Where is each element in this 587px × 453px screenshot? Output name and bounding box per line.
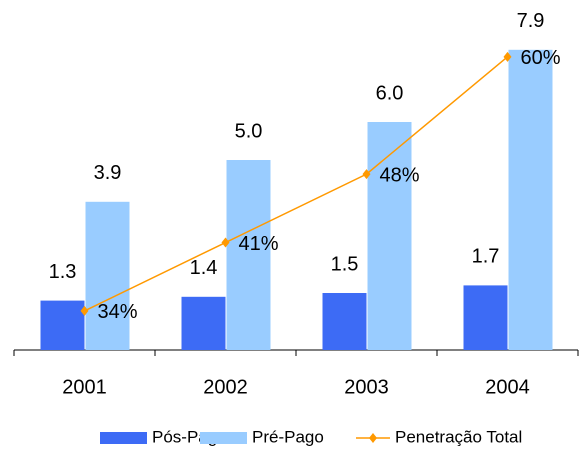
- bar: [367, 122, 412, 350]
- line-value-label: 41%: [239, 233, 279, 255]
- legend-label: Pré-Pago: [252, 427, 324, 446]
- bar-value-label: 1.7: [472, 246, 500, 268]
- bar-value-label: 1.4: [190, 257, 218, 279]
- line-value-label: 48%: [380, 164, 420, 186]
- bar: [463, 285, 508, 350]
- legend-label: Penetração Total: [395, 427, 522, 446]
- x-tick-label: 2002: [203, 376, 248, 398]
- bar: [85, 201, 130, 350]
- bar-value-label: 5.0: [235, 120, 263, 142]
- legend-swatch: [200, 432, 247, 444]
- bar: [181, 296, 226, 350]
- bar-value-label: 6.0: [376, 82, 404, 104]
- bar-value-label: 1.3: [49, 261, 77, 283]
- x-tick-label: 2003: [344, 376, 389, 398]
- x-tick-label: 2004: [485, 376, 530, 398]
- bar: [226, 160, 271, 350]
- legend-swatch: [100, 432, 147, 444]
- bar-value-label: 7.9: [517, 10, 545, 32]
- line-value-label: 60%: [521, 47, 561, 69]
- line-marker: [221, 237, 230, 248]
- bar: [322, 293, 367, 350]
- line-marker: [80, 305, 89, 316]
- bar: [40, 300, 85, 350]
- bar-value-label: 1.5: [331, 253, 359, 275]
- line-marker: [362, 169, 371, 180]
- legend-marker: [369, 433, 377, 443]
- line-marker: [503, 51, 512, 62]
- line-value-label: 34%: [98, 301, 138, 323]
- bar: [508, 49, 553, 351]
- line: [84, 56, 508, 312]
- bar-value-label: 3.9: [94, 162, 122, 184]
- x-tick-label: 2001: [62, 376, 107, 398]
